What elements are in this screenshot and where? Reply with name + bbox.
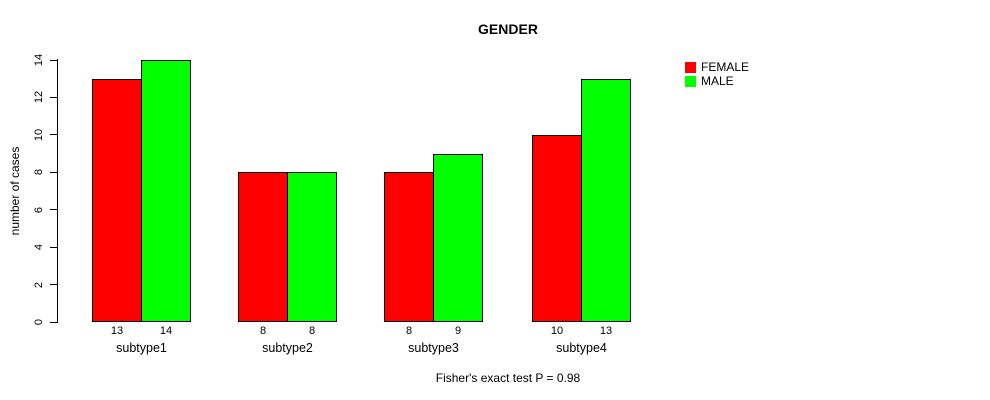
legend-row-male: MALE: [685, 74, 749, 88]
bar-value-label: 8: [259, 325, 267, 337]
category-label-subtype3: subtype3: [408, 341, 459, 355]
y-tick-mark: [50, 60, 57, 61]
y-tick-label: 14: [33, 53, 45, 67]
legend-swatch-female: [685, 62, 696, 73]
y-tick-label: 12: [33, 90, 45, 104]
bar-male-subtype2: [287, 172, 337, 322]
y-tick-label: 6: [33, 206, 45, 214]
bar-value-label: 8: [308, 325, 316, 337]
y-tick-mark: [50, 284, 57, 285]
legend-row-female: FEMALE: [685, 60, 750, 74]
legend-swatch-male: [685, 76, 696, 87]
y-axis-label: number of cases: [8, 146, 22, 236]
legend-label-male: MALE: [701, 74, 734, 88]
y-tick-mark: [50, 172, 57, 173]
bar-value-label: 13: [110, 325, 124, 337]
legend-label-female: FEMALE: [701, 60, 750, 74]
category-label-subtype4: subtype4: [556, 341, 607, 355]
bar-male-subtype1: [141, 60, 191, 322]
bar-value-label: 10: [550, 325, 564, 337]
bar-female-subtype2: [238, 172, 288, 322]
y-tick-mark: [50, 209, 57, 210]
bar-male-subtype3: [433, 154, 483, 322]
category-label-subtype1: subtype1: [116, 341, 167, 355]
y-axis-line: [57, 59, 58, 323]
bar-female-subtype4: [532, 135, 582, 322]
y-tick-mark: [50, 134, 57, 135]
y-tick-mark: [50, 97, 57, 98]
legend: FEMALE MALE: [685, 60, 750, 88]
bar-value-label: 9: [454, 325, 462, 337]
y-tick-mark: [50, 247, 57, 248]
y-tick-label: 10: [33, 128, 45, 142]
y-tick-label: 2: [33, 281, 45, 289]
bar-female-subtype1: [92, 79, 142, 322]
bar-male-subtype4: [581, 79, 631, 322]
chart-title: GENDER: [478, 21, 538, 37]
y-tick-label: 8: [33, 168, 45, 176]
y-tick-label: 0: [33, 318, 45, 326]
bar-value-label: 14: [159, 325, 173, 337]
bar-female-subtype3: [384, 172, 434, 322]
bar-value-label: 8: [405, 325, 413, 337]
y-tick-mark: [50, 322, 57, 323]
bar-value-label: 13: [599, 325, 613, 337]
category-label-subtype2: subtype2: [262, 341, 313, 355]
footer-note: Fisher's exact test P = 0.98: [435, 371, 581, 385]
y-tick-label: 4: [33, 243, 45, 251]
